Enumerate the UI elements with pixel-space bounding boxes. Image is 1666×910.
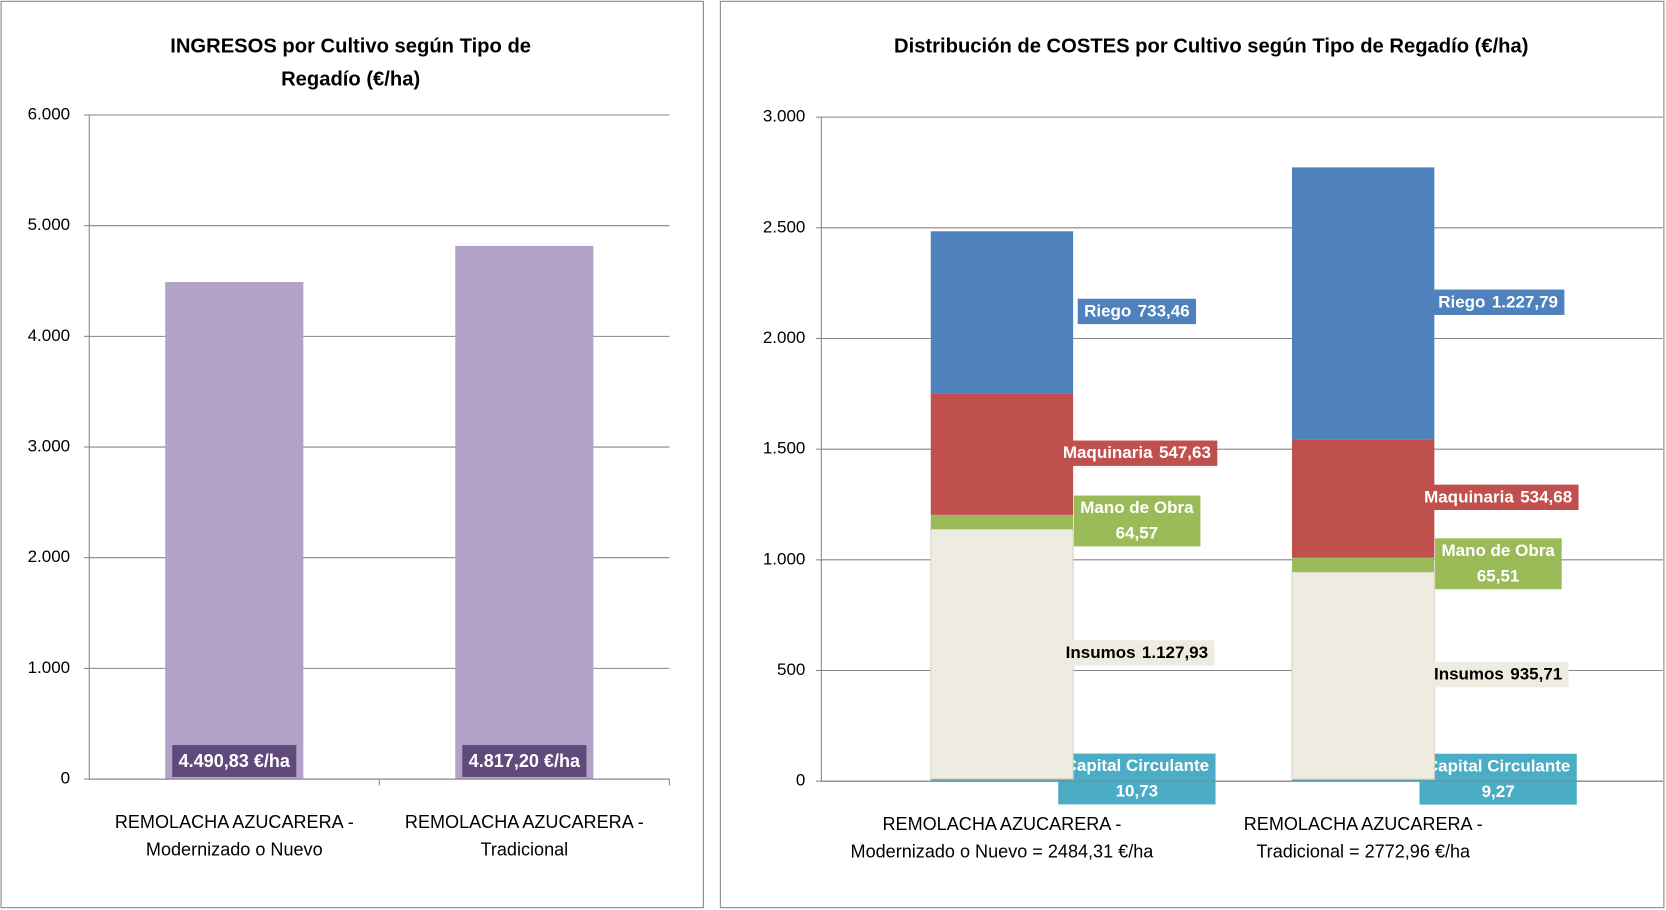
data-label-name: Insumos — [1066, 643, 1136, 662]
data-label-name: Capital Circulante — [1065, 757, 1210, 776]
value-label-bg — [172, 745, 297, 777]
data-label-bg — [1077, 298, 1197, 325]
data-label-value: 1.127,93 — [1142, 643, 1208, 662]
y-tick-label: 2.500 — [763, 217, 806, 236]
chart-title-box: Distribución de COSTES por Cultivo según… — [894, 35, 1529, 58]
value-label-bg — [462, 745, 587, 777]
y-tick-label: 5.000 — [28, 215, 71, 234]
bar — [165, 282, 304, 780]
data-label-value: 1.227,79 — [1492, 293, 1558, 312]
bar-segment — [930, 393, 1074, 515]
x-tick-label: REMOLACHA AZUCARERA - Modernizado o Nuev… — [114, 812, 354, 860]
data-label-value: 935,71 — [1510, 665, 1562, 684]
data-label-bg — [1417, 484, 1579, 511]
bar-segment — [1291, 571, 1435, 780]
bar-segment — [1292, 779, 1435, 782]
data-label-bg — [1058, 753, 1216, 805]
data-label-value: 10,73 — [1116, 782, 1159, 801]
data-label-value: 64,57 — [1116, 524, 1159, 543]
y-tick-label: 500 — [777, 660, 805, 679]
data-label: Insumos 1.127,93 — [1066, 643, 1208, 662]
x-tick-label-box: REMOLACHA AZUCARERA - Modernizado o Nuev… — [114, 812, 354, 860]
bar-segment — [930, 528, 1074, 780]
data-label-bg — [1073, 495, 1201, 547]
data-label-value: 534,68 — [1520, 488, 1572, 507]
y-tick-label: 1.000 — [28, 658, 71, 677]
y-tick-label: 1.000 — [763, 549, 806, 568]
y-tick-label: 1.500 — [763, 439, 806, 458]
data-label-name: Mano de Obra — [1441, 541, 1555, 560]
x-tick-label: REMOLACHA AZUCARERA - Modernizado o Nuev… — [850, 814, 1154, 862]
data-label-value: 65,51 — [1477, 567, 1520, 586]
y-tick-label: 6.000 — [28, 104, 71, 123]
x-tick-label: REMOLACHA AZUCARERA - Tradicional — [404, 812, 644, 860]
data-label-name: Maquinaria — [1063, 444, 1153, 463]
value-label: 4.490,83 €/ha — [179, 751, 291, 771]
data-label-bg — [1431, 289, 1565, 315]
data-label-bg — [1427, 661, 1569, 688]
data-label-bg — [1435, 538, 1562, 590]
data-label: Riego 733,46 — [1084, 302, 1190, 321]
data-label: Mano de Obra 65,51 — [1441, 541, 1555, 586]
y-tick-label: 3.000 — [763, 107, 806, 126]
y-tick-label: 4.000 — [28, 326, 71, 345]
y-tick-label: 0 — [61, 769, 70, 788]
data-label-bg — [1059, 640, 1215, 666]
bar-segment — [930, 778, 1074, 782]
data-label: Maquinaria 534,68 — [1424, 488, 1572, 507]
data-label-name: Insumos — [1434, 665, 1504, 684]
x-tick-label-box: REMOLACHA AZUCARERA - Modernizado o Nuev… — [850, 814, 1154, 862]
data-label-value: 733,46 — [1138, 302, 1190, 321]
data-label: Capital Circulante 10,73 — [1065, 757, 1210, 801]
value-label: 4.817,20 €/ha — [469, 751, 581, 771]
x-tick-label-box: REMOLACHA AZUCARERA - Tradicional = 2772… — [1243, 814, 1483, 862]
data-label-value: 547,63 — [1159, 444, 1211, 463]
bar-segment — [930, 231, 1074, 394]
data-label-bg — [1419, 753, 1577, 805]
x-tick-label: REMOLACHA AZUCARERA - Tradicional = 2772… — [1243, 814, 1483, 862]
data-label-name: Mano de Obra — [1080, 499, 1194, 518]
bar-segment — [1292, 167, 1435, 440]
data-label-value: 9,27 — [1482, 782, 1515, 801]
data-label-name: Maquinaria — [1424, 488, 1514, 507]
y-tick-label: 2.000 — [28, 547, 71, 566]
bar — [455, 245, 594, 780]
chart-title: Distribución de COSTES por Cultivo según… — [894, 35, 1529, 58]
x-tick-label-box: REMOLACHA AZUCARERA - Tradicional — [404, 812, 644, 860]
bar-segment — [930, 514, 1074, 530]
bar-segment — [1292, 557, 1435, 573]
y-tick-label: 2.000 — [763, 328, 806, 347]
data-label: Riego 1.227,79 — [1438, 293, 1558, 312]
y-tick-label: 3.000 — [28, 437, 71, 456]
data-label-name: Capital Circulante — [1426, 757, 1571, 776]
bar-segment — [1292, 439, 1435, 558]
data-label-name: Riego — [1438, 293, 1485, 312]
data-label: Capital Circulante 9,27 — [1426, 757, 1571, 801]
panel — [0, 0, 704, 909]
y-tick-label: 0 — [796, 771, 805, 790]
data-label: Insumos 935,71 — [1434, 665, 1562, 684]
data-label: Mano de Obra 64,57 — [1080, 499, 1194, 544]
data-label-bg — [1056, 440, 1218, 466]
data-label: Maquinaria 547,63 — [1063, 444, 1211, 463]
chart-title: INGRESOS por Cultivo según Tipo de Regad… — [170, 35, 532, 91]
data-label-name: Riego — [1084, 302, 1131, 321]
chart-title-box: INGRESOS por Cultivo según Tipo de Regad… — [170, 35, 532, 91]
